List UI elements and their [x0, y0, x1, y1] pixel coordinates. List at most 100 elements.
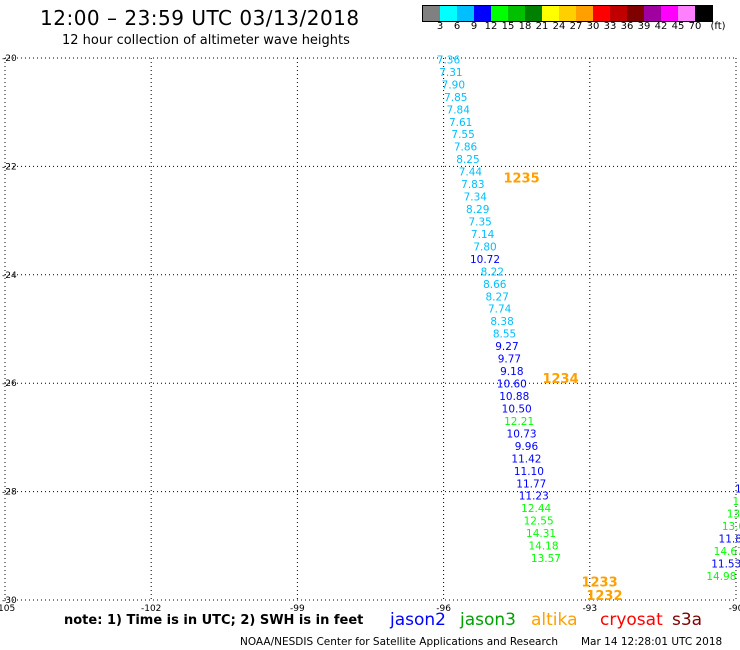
- wave-height-value: 12.55: [524, 516, 554, 528]
- wave-height-value: 8.25: [456, 154, 479, 166]
- legend-unit: (ft): [710, 21, 726, 32]
- legend-label: 42: [654, 21, 668, 32]
- wave-height-value: 14.18: [528, 541, 558, 553]
- wave-height-value: 13.57: [531, 553, 561, 565]
- legend-label: 27: [569, 21, 583, 32]
- legend-label: 21: [535, 21, 549, 32]
- wave-height-value: 7.84: [447, 104, 471, 116]
- wave-height-value: 7.55: [451, 129, 474, 141]
- legend-swatch: [593, 6, 610, 21]
- footer-note-row: note: 1) Time is in UTC; 2) SWH is in fe…: [0, 610, 740, 634]
- satellite-label-jason2: jason2: [390, 610, 446, 630]
- wave-height-value: 8.55: [493, 329, 516, 341]
- wave-height-value: 11.10: [514, 466, 544, 478]
- legend-label: 15: [501, 21, 515, 32]
- wave-height-value: 7.83: [461, 179, 484, 191]
- wave-height-value: 10.72: [470, 254, 500, 266]
- longitude-tick-label: -99: [290, 604, 305, 614]
- latitude-tick-label: -22: [2, 162, 17, 172]
- wave-height-value: 12.44: [521, 503, 551, 515]
- wave-height-value: 8.22: [481, 266, 504, 278]
- wave-height-value: 7.14: [471, 229, 495, 241]
- latitude-tick-label: -26: [2, 379, 17, 389]
- legend-swatch: [678, 6, 695, 21]
- units-note: note: 1) Time is in UTC; 2) SWH is in fe…: [64, 613, 364, 628]
- wave-height-value: 9.77: [498, 354, 521, 366]
- legend-label: 24: [552, 21, 566, 32]
- legend-swatch: [508, 6, 525, 21]
- wave-height-value: 7.36: [437, 54, 461, 66]
- longitude-tick-label: -93: [582, 604, 597, 614]
- wave-height-value: 7.61: [449, 117, 472, 129]
- wave-height-value: 11.42: [511, 453, 541, 465]
- track-time-label: 1232: [586, 589, 622, 604]
- wave-height-value: 14.31: [526, 528, 556, 540]
- wave-height-value: 13.0: [722, 521, 740, 533]
- legend-swatch: [491, 6, 508, 21]
- legend-label: 39: [637, 21, 651, 32]
- wave-height-value: 10.73: [507, 428, 537, 440]
- wave-height-value: 11.23: [519, 491, 549, 503]
- wave-height-value: 10.88: [499, 391, 529, 403]
- data-credit: NOAA/NESDIS Center for Satellite Applica…: [240, 636, 558, 648]
- satellite-label-cryosat: cryosat: [600, 610, 663, 630]
- satellite-label-s3a: s3a: [672, 610, 703, 630]
- generation-timestamp: Mar 14 12:28:01 UTC 2018: [581, 636, 723, 648]
- wave-height-value: 11.89: [719, 534, 740, 546]
- track-time-label: 1233: [581, 575, 617, 590]
- wave-height-value: 7.31: [439, 67, 462, 79]
- wave-height-value: 9.96: [515, 441, 539, 453]
- wave-height-value: 8.38: [490, 316, 513, 328]
- wave-height-value: 8.66: [483, 279, 507, 291]
- wave-height-value: 12.: [733, 496, 740, 508]
- wave-height-value: 14.98: [706, 571, 736, 583]
- wave-height-value: 8.29: [466, 204, 489, 216]
- track-time-label: 1234: [542, 372, 578, 387]
- wave-height-value: 10.60: [497, 379, 527, 391]
- map-subtitle: 12 hour collection of altimeter wave hei…: [62, 33, 350, 48]
- legend-swatch: [576, 6, 593, 21]
- color-scale-labels: 3 6 9 12 15 18 21 24 27 30 33 36 39 42 45 70 (ft): [0, 21, 740, 35]
- wave-height-value: 7.85: [444, 92, 467, 104]
- longitude-tick-label: -90: [729, 604, 740, 614]
- legend-label: 70: [688, 21, 702, 32]
- legend-swatch: [474, 6, 491, 21]
- wave-height-value: 9.27: [495, 341, 518, 353]
- legend-label: 12: [484, 21, 498, 32]
- legend-swatch: [559, 6, 576, 21]
- satellite-label-jason3: jason3: [460, 610, 516, 630]
- latitude-tick-label: -20: [2, 54, 17, 64]
- wave-height-value: 12.21: [504, 416, 534, 428]
- legend-label: 6: [453, 21, 461, 32]
- legend-swatch: [695, 6, 712, 21]
- legend-swatch: [457, 6, 474, 21]
- legend-swatch: [525, 6, 542, 21]
- wave-height-value: 7.86: [454, 142, 478, 154]
- latitude-tick-label: -28: [2, 488, 17, 498]
- satellite-label-altika: altika: [531, 610, 578, 630]
- latitude-tick-label: -24: [2, 271, 17, 281]
- color-scale-legend: [422, 5, 713, 22]
- wave-height-value: 7.80: [473, 241, 496, 253]
- wave-height-value: 11.53: [711, 558, 740, 570]
- wave-height-value: 9.18: [500, 366, 523, 378]
- wave-height-value: 7.35: [468, 216, 491, 228]
- wave-height-value: 13.3: [727, 509, 740, 521]
- latitude-tick-label: -30: [2, 596, 17, 606]
- legend-label: 36: [620, 21, 634, 32]
- wave-height-value: 11.77: [516, 478, 546, 490]
- legend-swatch: [644, 6, 661, 21]
- legend-swatch: [661, 6, 678, 21]
- wave-height-value: 14.67: [714, 546, 740, 558]
- longitude-tick-label: -102: [141, 604, 161, 614]
- legend-label: 9: [470, 21, 478, 32]
- legend-swatch: [610, 6, 627, 21]
- legend-label: 33: [603, 21, 617, 32]
- longitude-tick-label: -96: [436, 604, 451, 614]
- wave-height-value: 11.: [735, 484, 740, 496]
- legend-label: 30: [586, 21, 600, 32]
- legend-swatch: [542, 6, 559, 21]
- wave-height-value: 8.27: [486, 291, 509, 303]
- legend-label: 18: [518, 21, 532, 32]
